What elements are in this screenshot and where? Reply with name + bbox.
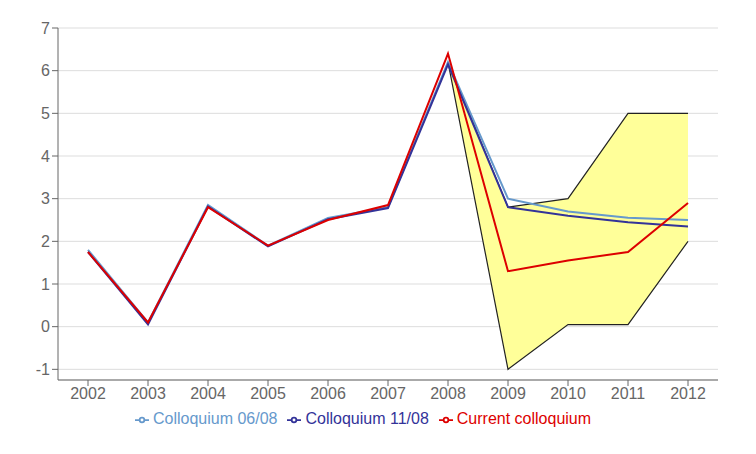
svg-text:2003: 2003 (130, 385, 166, 402)
svg-text:2002: 2002 (70, 385, 106, 402)
svg-text:6: 6 (41, 62, 50, 79)
svg-text:-1: -1 (36, 361, 50, 378)
svg-text:4: 4 (41, 148, 50, 165)
svg-text:1: 1 (41, 276, 50, 293)
svg-text:2: 2 (41, 233, 50, 250)
svg-text:5: 5 (41, 105, 50, 122)
html-text:Current colloquium: Current colloquium (456, 410, 592, 427)
svg-text:2011: 2011 (611, 385, 646, 402)
svg-text:2008: 2008 (430, 385, 466, 402)
svg-text:0: 0 (41, 318, 50, 335)
svg-text:2005: 2005 (250, 385, 286, 402)
svg-text:3: 3 (41, 190, 50, 207)
html-text:Colloquium 06/08: Colloquium 06/08 (152, 410, 278, 427)
svg-text:2010: 2010 (550, 385, 586, 402)
svg-text:2004: 2004 (190, 385, 226, 402)
svg-text:2007: 2007 (370, 385, 406, 402)
svg-text:2006: 2006 (310, 385, 346, 402)
svg-text:2012: 2012 (670, 385, 706, 402)
html-text:Colloquium 11/08: Colloquium 11/08 (305, 410, 429, 427)
svg-text:2009: 2009 (490, 385, 526, 402)
svg-text:7: 7 (41, 20, 50, 37)
